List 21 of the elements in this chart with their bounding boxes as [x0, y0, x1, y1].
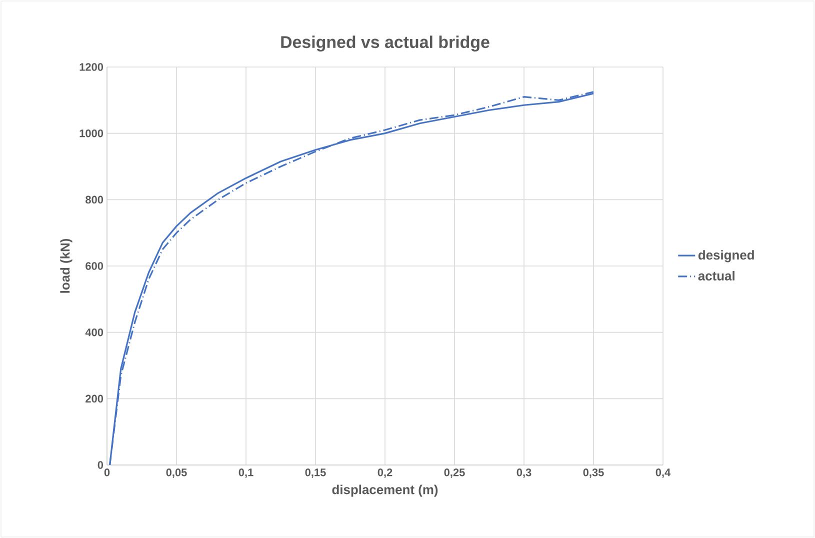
y-tick-label: 200 — [86, 394, 104, 403]
y-tick-label: 600 — [86, 262, 104, 270]
y-tick-label: 1200 — [80, 63, 104, 71]
y-axis-title: load (kN) — [60, 238, 72, 293]
chart-title: Designed vs actual bridge — [281, 36, 490, 52]
legend-label: designed — [698, 250, 754, 262]
y-tick-label: 1000 — [80, 129, 104, 138]
y-tick-label: 0 — [98, 461, 104, 469]
x-tick-label: 0,35 — [583, 468, 604, 478]
x-tick-label: 0,3 — [516, 468, 532, 478]
x-tick-label: 0,15 — [305, 468, 326, 478]
x-tick-label: 0,4 — [656, 468, 671, 478]
x-tick-label: 0,25 — [444, 468, 465, 478]
x-tick-label: 0,1 — [238, 468, 254, 478]
y-tick-label: 800 — [86, 196, 104, 204]
x-tick-label: 0 — [104, 468, 110, 476]
x-tick-label: 0,2 — [378, 468, 392, 478]
x-tick-label: 0,05 — [166, 468, 187, 478]
legend-label: actual — [698, 270, 734, 280]
y-tick-label: 400 — [85, 328, 104, 336]
x-axis-title: displacement (m) — [332, 484, 438, 497]
